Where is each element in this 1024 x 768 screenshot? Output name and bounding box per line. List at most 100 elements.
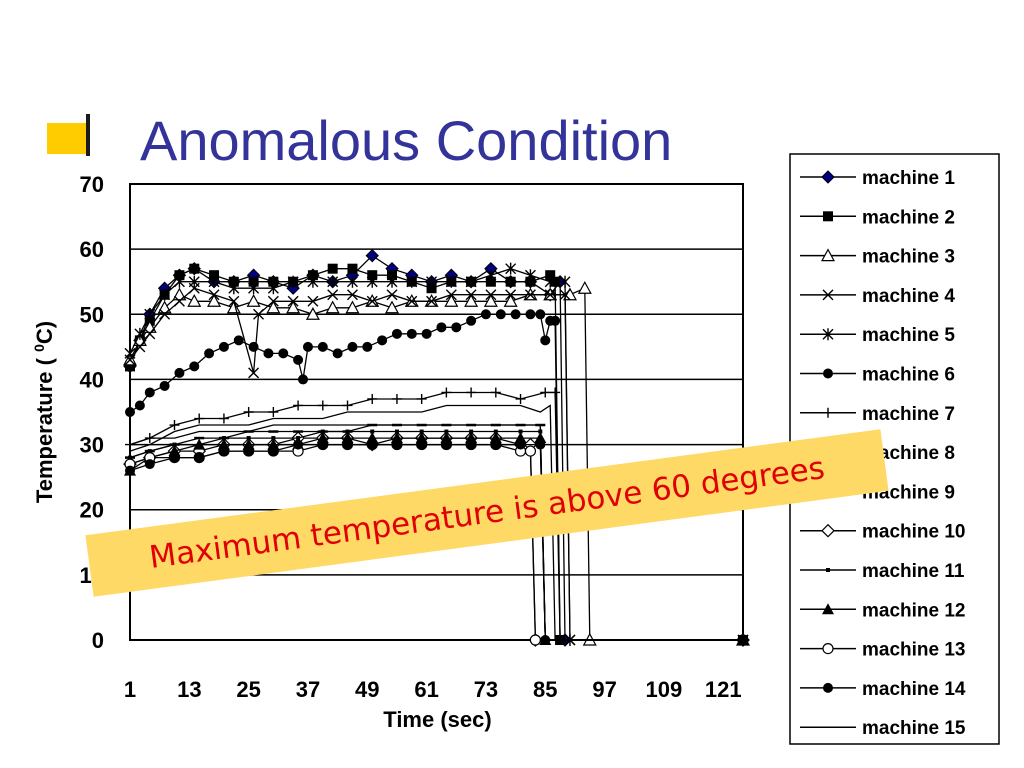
data-point <box>243 407 254 417</box>
legend-label: machine 6 <box>862 365 955 386</box>
y-tick-label: 70 <box>80 172 104 197</box>
legend-marker <box>826 568 830 572</box>
legend-entry: machine 2 <box>800 207 955 228</box>
data-point <box>445 275 457 288</box>
data-point <box>268 446 279 457</box>
data-point <box>293 400 304 411</box>
data-point <box>391 439 402 450</box>
data-point <box>391 393 402 404</box>
data-point <box>268 276 279 287</box>
data-point <box>307 270 318 281</box>
x-tick-label: 1 <box>124 677 136 702</box>
data-point <box>426 283 437 294</box>
data-point <box>298 374 309 385</box>
data-point <box>485 269 497 282</box>
data-point <box>144 308 156 321</box>
data-point <box>293 354 304 365</box>
legend-label: machine 15 <box>862 718 966 739</box>
data-point <box>406 295 418 307</box>
x-tick-label: 109 <box>646 677 683 702</box>
data-point <box>286 300 301 314</box>
data-point <box>144 328 156 340</box>
data-point <box>159 288 171 301</box>
data-point <box>545 270 556 281</box>
data-point <box>174 367 185 378</box>
legend-marker <box>822 603 834 615</box>
data-point <box>332 348 343 359</box>
data-point <box>320 429 325 434</box>
data-point <box>194 413 205 424</box>
legend-entry: machine 6 <box>800 365 955 386</box>
data-point <box>394 429 399 434</box>
data-point <box>426 275 438 288</box>
legend-entry: machine 14 <box>800 679 966 700</box>
data-point <box>505 276 516 287</box>
legend-marker <box>822 289 834 301</box>
x-tick-label: 13 <box>177 677 201 702</box>
x-tick-label: 25 <box>236 677 260 702</box>
x-tick-label: 61 <box>414 677 438 702</box>
data-point <box>263 348 274 359</box>
data-point <box>464 294 479 307</box>
data-point <box>147 449 152 454</box>
data-point <box>266 300 281 314</box>
data-point <box>495 309 506 320</box>
legend-marker <box>823 682 833 693</box>
data-point <box>406 328 417 339</box>
data-point <box>134 341 146 353</box>
data-point <box>134 400 145 411</box>
data-point <box>271 436 276 441</box>
series-15 <box>129 424 743 641</box>
legend-marker <box>823 407 833 418</box>
series-5 <box>124 262 749 646</box>
data-point <box>503 294 518 307</box>
data-point <box>305 307 320 320</box>
x-axis-label: Time (sec) <box>383 707 491 732</box>
data-point <box>515 439 526 450</box>
data-point <box>347 341 358 352</box>
data-point <box>174 270 185 281</box>
data-point <box>465 289 477 301</box>
data-point <box>342 439 353 450</box>
series-line <box>129 437 743 641</box>
data-point <box>193 438 206 450</box>
legend-entry: machine 7 <box>800 404 955 425</box>
legend-entry: machine 10 <box>800 522 966 543</box>
data-point <box>386 275 398 288</box>
data-point <box>342 400 353 411</box>
slide-title: Anomalous Condition <box>140 109 673 172</box>
data-point <box>221 436 226 441</box>
data-point <box>172 442 177 447</box>
data-point <box>189 263 200 274</box>
y-tick-label: 20 <box>80 498 104 523</box>
data-point <box>345 429 350 434</box>
legend-entry: machine 3 <box>800 247 955 268</box>
legend-label: machine 11 <box>862 561 965 582</box>
data-point <box>267 295 279 307</box>
data-point <box>544 275 556 288</box>
series-lines <box>122 248 751 647</box>
data-point <box>248 367 260 379</box>
data-point <box>469 429 474 434</box>
legend-marker <box>821 170 835 184</box>
series-6 <box>125 309 748 645</box>
data-point <box>172 287 187 301</box>
legend-marker <box>823 368 833 379</box>
data-point <box>426 295 438 307</box>
data-point <box>377 335 388 346</box>
data-point <box>540 335 551 346</box>
data-point <box>384 300 400 314</box>
data-point <box>421 328 432 339</box>
legend-marker <box>821 523 835 538</box>
x-tick-label: 121 <box>705 677 742 702</box>
series-2 <box>125 263 748 645</box>
data-point <box>159 308 171 320</box>
data-point <box>559 275 571 288</box>
data-point <box>218 446 229 457</box>
data-point <box>228 282 240 295</box>
series-1 <box>123 248 750 647</box>
y-tick-label: 40 <box>80 367 104 392</box>
legend-entry: machine 15 <box>800 718 966 739</box>
data-point <box>317 341 328 352</box>
